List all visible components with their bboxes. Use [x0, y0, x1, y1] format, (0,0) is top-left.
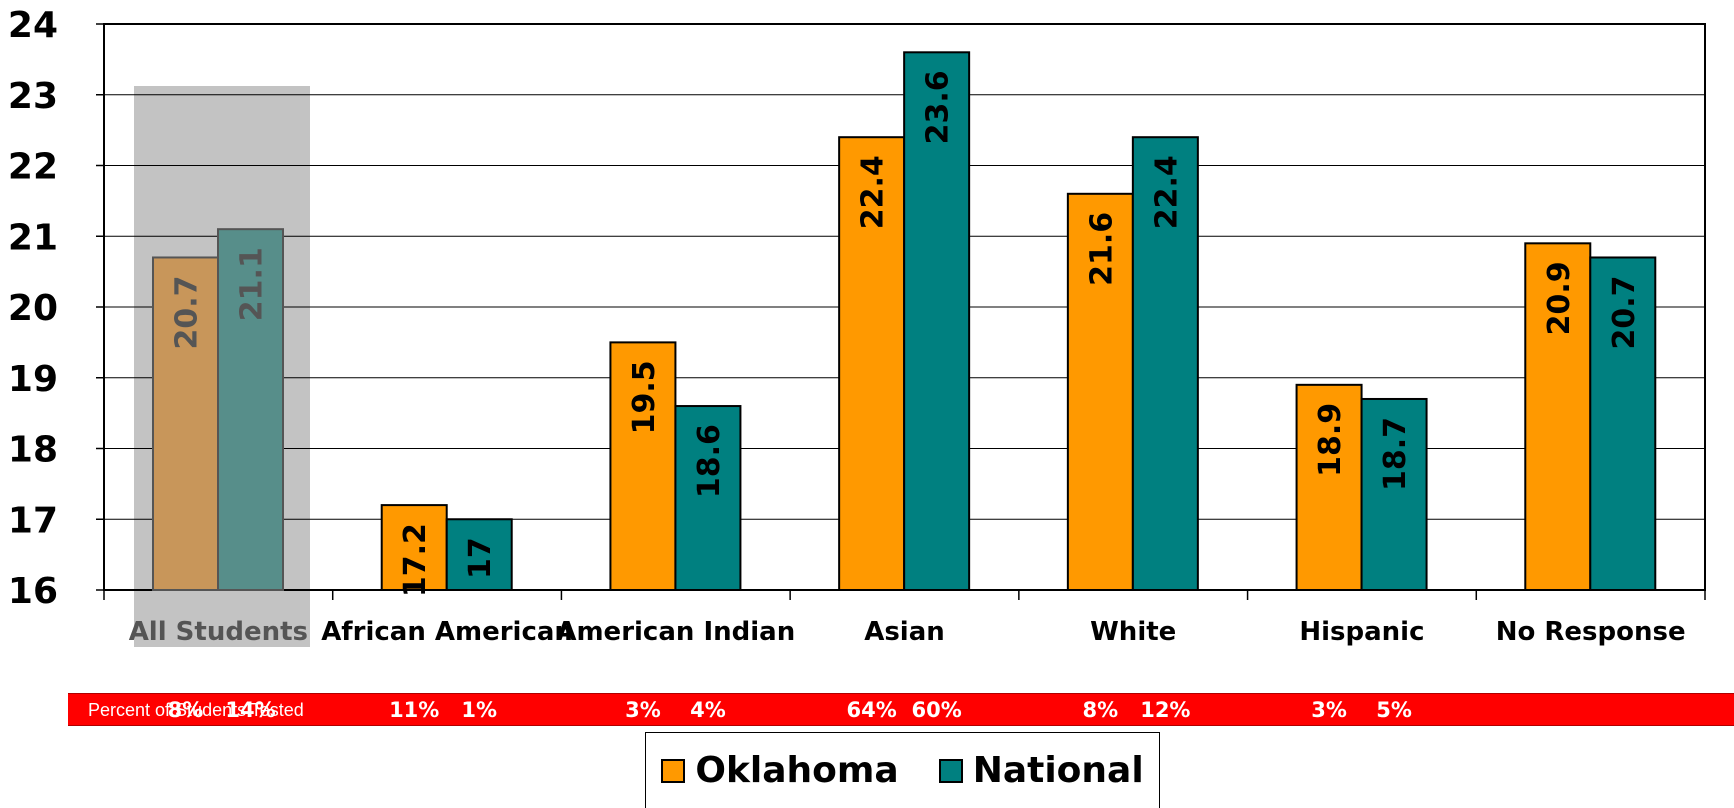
bar-national-no-response: [1589, 256, 1657, 591]
data-label-oklahoma-white: 21.6: [1084, 212, 1119, 286]
bar-national-hispanic: [1360, 397, 1428, 591]
data-label-oklahoma-american-indian: 19.5: [627, 360, 662, 434]
category-label-hispanic: Hispanic: [1299, 617, 1424, 647]
percent-tested-label: Percent of Students Tested: [88, 700, 304, 720]
percent-tested-national-hispanic: 5%: [1376, 698, 1412, 722]
percent-tested-oklahoma-african-american: 11%: [389, 698, 440, 722]
data-label-national-american-indian: 18.6: [692, 424, 727, 498]
bar-oklahoma-all-students: [152, 256, 219, 591]
data-label-national-hispanic: 18.7: [1378, 417, 1413, 491]
category-label-african-american: African American: [321, 617, 573, 647]
data-label-national-african-american: 17: [463, 537, 498, 579]
bar-national-white: [1131, 136, 1199, 591]
y-tick-label: 19: [8, 359, 58, 400]
percent-tested-oklahoma-asian: 64%: [846, 698, 897, 722]
bar-oklahoma-asian: [838, 136, 906, 591]
legend-item-national: National: [938, 750, 1144, 791]
percent-tested-national-african-american: 1%: [461, 698, 498, 722]
data-label-national-all-students: 21.1: [235, 247, 270, 321]
percent-tested-oklahoma-all-students: 8%: [167, 698, 204, 722]
category-label-no-response: No Response: [1496, 617, 1686, 647]
legend-label-oklahoma: Oklahoma: [695, 750, 899, 791]
data-label-national-no-response: 20.7: [1607, 275, 1642, 349]
data-label-oklahoma-hispanic: 18.9: [1313, 403, 1348, 477]
bar-national-asian: [903, 51, 971, 592]
category-label-american-indian: American Indian: [556, 617, 795, 647]
y-tick-label: 20: [8, 288, 58, 329]
bar-national-all-students: [217, 228, 284, 592]
bar-national-african-american: [445, 518, 513, 591]
bar-national-american-indian: [674, 405, 742, 591]
legend-swatch-national: [938, 758, 963, 783]
legend-item-oklahoma: Oklahoma: [661, 750, 899, 791]
y-tick-label: 22: [8, 147, 58, 188]
legend-swatch-oklahoma: [661, 758, 686, 783]
percent-tested-strip: Percent of Students Tested 8% 14% 11% 1% 3% 4…: [68, 693, 1734, 726]
y-tick-label: 16: [8, 571, 58, 612]
bar-oklahoma-no-response: [1524, 242, 1592, 591]
percent-tested-oklahoma-white: 8%: [1082, 698, 1119, 722]
data-label-oklahoma-asian: 22.4: [856, 155, 891, 229]
category-label-white: White: [1090, 617, 1176, 647]
category-label-asian: Asian: [864, 617, 945, 647]
data-label-oklahoma-no-response: 20.9: [1542, 261, 1577, 335]
legend: Oklahoma National: [645, 732, 1160, 808]
bar-oklahoma-white: [1066, 192, 1134, 592]
legend-label-national: National: [972, 750, 1144, 791]
percent-tested-national-american-indian: 4%: [690, 698, 726, 722]
y-tick-label: 23: [8, 76, 58, 117]
y-tick-label: 21: [8, 217, 58, 258]
percent-tested-oklahoma-american-indian: 3%: [625, 698, 661, 722]
bar-oklahoma-american-indian: [609, 341, 677, 591]
percent-tested-oklahoma-hispanic: 3%: [1311, 698, 1347, 722]
y-tick-label: 18: [8, 430, 58, 471]
data-label-national-asian: 23.6: [921, 70, 956, 144]
data-label-national-white: 22.4: [1149, 155, 1184, 229]
percent-tested-national-all-students: 14%: [225, 698, 276, 722]
y-tick-label: 17: [8, 500, 58, 541]
data-label-oklahoma-african-american: 17.2: [398, 523, 433, 597]
bar-oklahoma-african-american: [380, 504, 448, 592]
percent-tested-national-white: 12%: [1140, 698, 1191, 722]
data-label-oklahoma-all-students: 20.7: [170, 275, 205, 349]
percent-tested-national-asian: 60%: [911, 698, 962, 722]
y-tick-label: 24: [8, 5, 58, 46]
category-label-all-students: All Students: [129, 617, 308, 647]
bar-oklahoma-hispanic: [1295, 383, 1363, 592]
